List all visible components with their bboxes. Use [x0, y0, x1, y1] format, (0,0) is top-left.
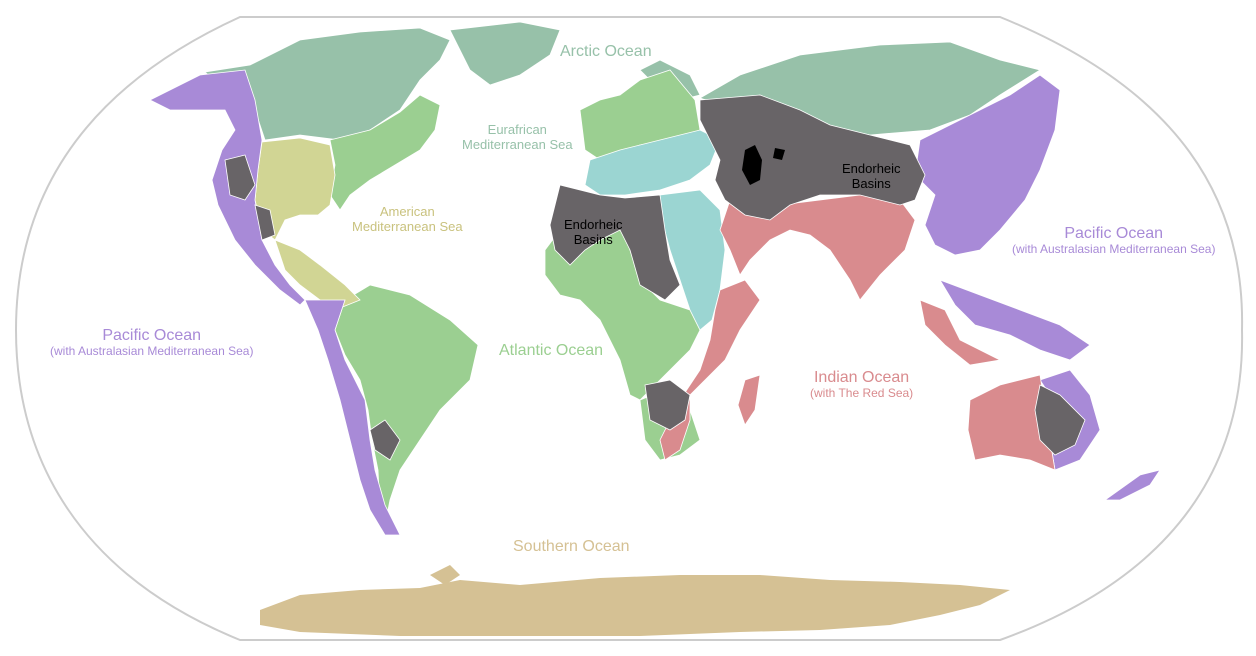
label-pacific-east: Pacific Ocean (with Australasian Mediter… [1012, 225, 1215, 257]
label-indian-sub: (with The Red Sea) [810, 386, 914, 401]
label-southern-ocean: Southern Ocean [513, 538, 630, 556]
label-arctic-ocean: Arctic Ocean [560, 43, 652, 61]
label-pacific-west: Pacific Ocean (with Australasian Mediter… [50, 327, 253, 359]
label-atlantic-title: Atlantic Ocean [499, 342, 604, 359]
label-pacific-east-title: Pacific Ocean [1064, 225, 1164, 242]
label-indian-title: Indian Ocean [813, 369, 910, 386]
label-endorheic-africa: Endorheic Basins [564, 217, 623, 248]
label-american-med: American Mediterranean Sea [352, 204, 463, 235]
label-pacific-west-sub: (with Australasian Mediterranean Sea) [50, 344, 254, 359]
arctic-drainage [204, 21, 1042, 141]
label-endorheic-asia-line1: Endorheic [842, 161, 901, 176]
label-endorheic-africa-line1: Endorheic [564, 217, 623, 232]
label-eurafrican-med: Eurafrican Mediterranean Sea [462, 122, 573, 153]
label-endorheic-asia-line2: Basins [851, 175, 891, 191]
label-pacific-east-sub: (with Australasian Mediterranean Sea) [1012, 242, 1216, 257]
label-endorheic-africa-line2: Basins [573, 231, 613, 247]
endorheic-basins [224, 94, 1086, 461]
label-indian-ocean: Indian Ocean (with The Red Sea) [810, 369, 913, 401]
label-endorheic-asia: Endorheic Basins [842, 161, 901, 192]
american-mediterranean-drainage [254, 137, 361, 311]
label-eurafrican-line2: Mediterranean Sea [462, 136, 573, 152]
label-american-line2: Mediterranean Sea [352, 218, 463, 234]
southern-drainage [260, 565, 1010, 636]
label-southern-title: Southern Ocean [513, 538, 630, 555]
eurafrican-mediterranean-drainage [584, 129, 726, 331]
label-eurafrican-line1: Eurafrican [487, 122, 547, 137]
label-atlantic-ocean: Atlantic Ocean [499, 342, 603, 360]
pacific-drainage [149, 69, 1161, 536]
label-american-line1: American [379, 204, 435, 219]
label-arctic-title: Arctic Ocean [560, 43, 652, 60]
label-pacific-west-title: Pacific Ocean [102, 327, 202, 344]
lakes [742, 145, 785, 185]
